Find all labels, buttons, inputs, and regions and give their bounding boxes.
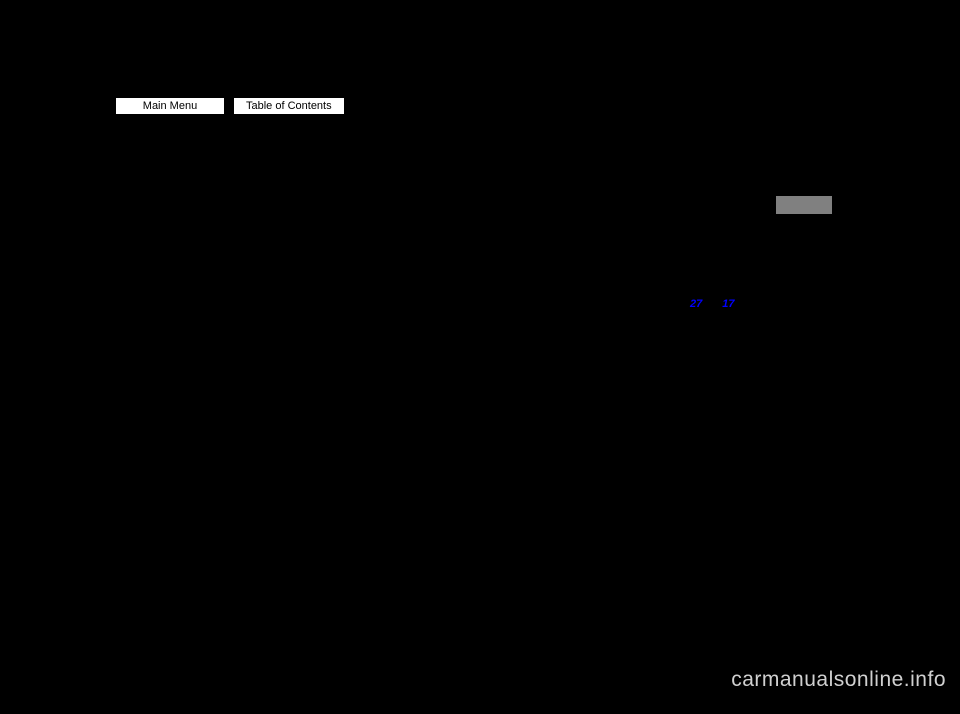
watermark-text: carmanualsonline.info bbox=[731, 668, 946, 692]
toc-button[interactable]: Table of Contents bbox=[233, 97, 345, 115]
page-links-container: 27 17 bbox=[690, 298, 735, 310]
main-menu-button[interactable]: Main Menu bbox=[115, 97, 225, 115]
page-link-1[interactable]: 27 bbox=[690, 298, 702, 310]
nav-button-container: Main Menu Table of Contents bbox=[115, 97, 345, 115]
page-badge bbox=[776, 196, 832, 214]
page-link-2[interactable]: 17 bbox=[722, 298, 734, 310]
